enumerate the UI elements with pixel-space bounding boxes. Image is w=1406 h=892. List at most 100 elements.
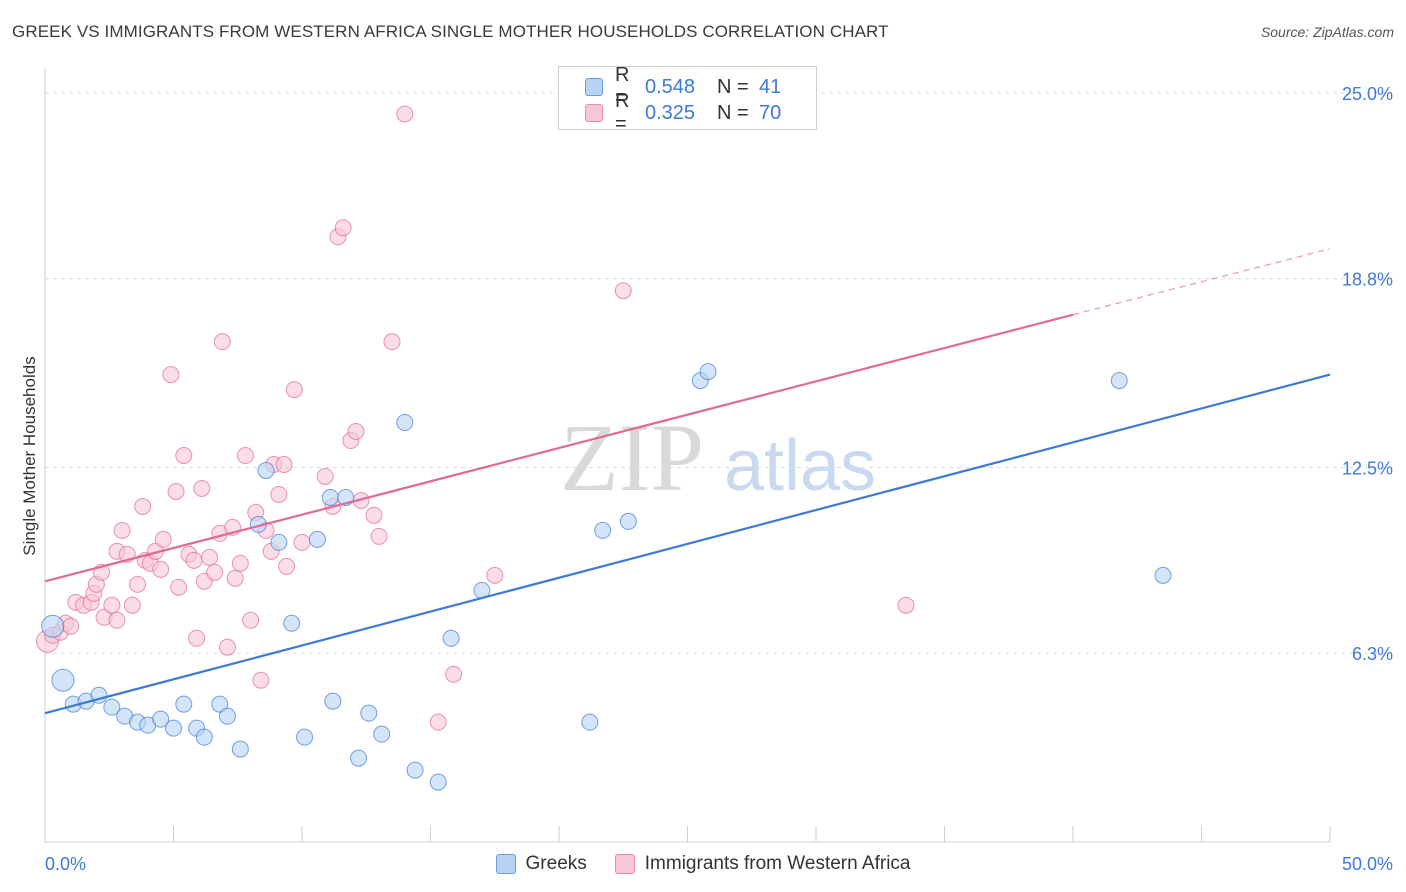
point-immigrants [334,219,352,237]
point-immigrants [206,563,224,581]
tick-labels: 6.3% 12.5% 18.8% 25.0% 0.0% 50.0% [45,84,1393,874]
point-greeks [51,668,75,692]
point-greeks [324,692,342,710]
r-value: 0.548 [645,75,696,98]
point-greeks [270,533,288,551]
legend-swatch-greeks [495,854,516,874]
legend-label-greeks: Greeks [525,853,587,874]
point-immigrants [231,554,249,572]
point-immigrants [218,638,236,656]
point-greeks [1154,566,1172,584]
point-immigrants [236,447,254,465]
point-immigrants [123,596,141,614]
point-immigrants [175,447,193,465]
point-greeks [165,719,182,737]
stats-legend: R = 0.548 N = 41 R = 0.325 N = 70 [558,64,817,135]
trend-lines [44,248,1331,715]
point-immigrants [445,665,463,683]
point-immigrants [213,333,231,351]
trend-line-greeks [44,373,1331,715]
point-immigrants [293,533,311,551]
point-immigrants [154,530,172,548]
point-greeks [350,749,368,767]
point-immigrants [383,333,401,351]
legend-row-immigrants: R = 0.325 N = 70 [585,90,782,135]
point-greeks [699,363,717,381]
chart-source: Source: ZipAtlas.com [1260,24,1394,40]
trend-extension-immigrants [1072,248,1331,316]
chart-title: GREEK VS IMMIGRANTS FROM WESTERN AFRICA … [12,22,889,41]
r-label: R = [615,90,630,135]
legend-row-greeks: R = 0.548 N = 41 [585,64,782,109]
grid-lines [45,92,1392,654]
point-immigrants [185,551,203,569]
point-immigrants [429,713,447,731]
point-greeks [218,707,236,725]
point-greeks [360,704,378,722]
legend-swatch-greeks [585,78,603,96]
point-greeks [373,725,391,743]
legend-item-greeks[interactable]: Greeks [495,853,587,875]
point-greeks [41,614,65,638]
point-greeks [619,512,637,530]
point-immigrants [347,423,365,441]
point-immigrants [193,479,211,497]
point-greeks [231,740,249,758]
point-immigrants [167,482,185,500]
point-immigrants [113,521,131,539]
point-greeks [442,629,460,647]
point-immigrants [897,596,915,614]
n-label: N = [717,101,749,124]
y-tick-label: 25.0% [1342,84,1393,104]
point-immigrants [129,575,147,593]
point-greeks [396,414,414,432]
point-immigrants [396,105,414,123]
point-greeks [283,614,301,632]
x-tick-label: 0.0% [45,854,86,874]
point-greeks [175,695,193,713]
point-immigrants [162,366,180,384]
n-value: 41 [759,75,782,98]
point-immigrants [370,527,388,545]
r-value: 0.325 [645,101,696,124]
legend-item-immigrants[interactable]: Immigrants from Western Africa [614,853,911,875]
point-greeks [211,695,229,713]
data-points [36,105,1172,791]
trend-line-immigrants [44,313,1074,583]
y-axis-label: Single Mother Households [20,356,39,556]
watermark-atlas: atlas [724,426,876,506]
point-immigrants [278,557,296,575]
point-immigrants [486,566,504,584]
watermark: ZIP atlas [560,404,876,511]
point-immigrants [226,569,244,587]
n-value: 70 [759,101,782,124]
point-immigrants [614,282,632,300]
r-label: R = [615,64,630,109]
point-greeks [195,728,213,746]
point-greeks [321,488,339,506]
point-greeks [152,710,170,728]
legend-swatch-immigrants [585,104,603,122]
y-tick-label: 12.5% [1342,458,1393,478]
point-immigrants [270,485,288,503]
point-greeks [308,530,326,548]
n-label: N = [717,75,749,98]
point-greeks [594,521,612,539]
y-tick-label: 6.3% [1352,644,1393,664]
bottom-legend: Greeks Immigrants from Western Africa [0,852,1406,876]
point-greeks [103,698,121,716]
point-immigrants [103,596,121,614]
point-immigrants [200,548,218,566]
point-immigrants [285,381,303,399]
point-immigrants [108,611,126,629]
point-immigrants [316,467,334,485]
watermark-zip: ZIP [560,404,704,511]
point-immigrants [134,497,152,515]
point-immigrants [62,617,80,635]
point-immigrants [170,578,188,596]
x-tick-label: 50.0% [1342,854,1393,874]
legend-swatch-immigrants [614,854,635,874]
legend-label-immigrants: Immigrants from Western Africa [644,853,911,874]
